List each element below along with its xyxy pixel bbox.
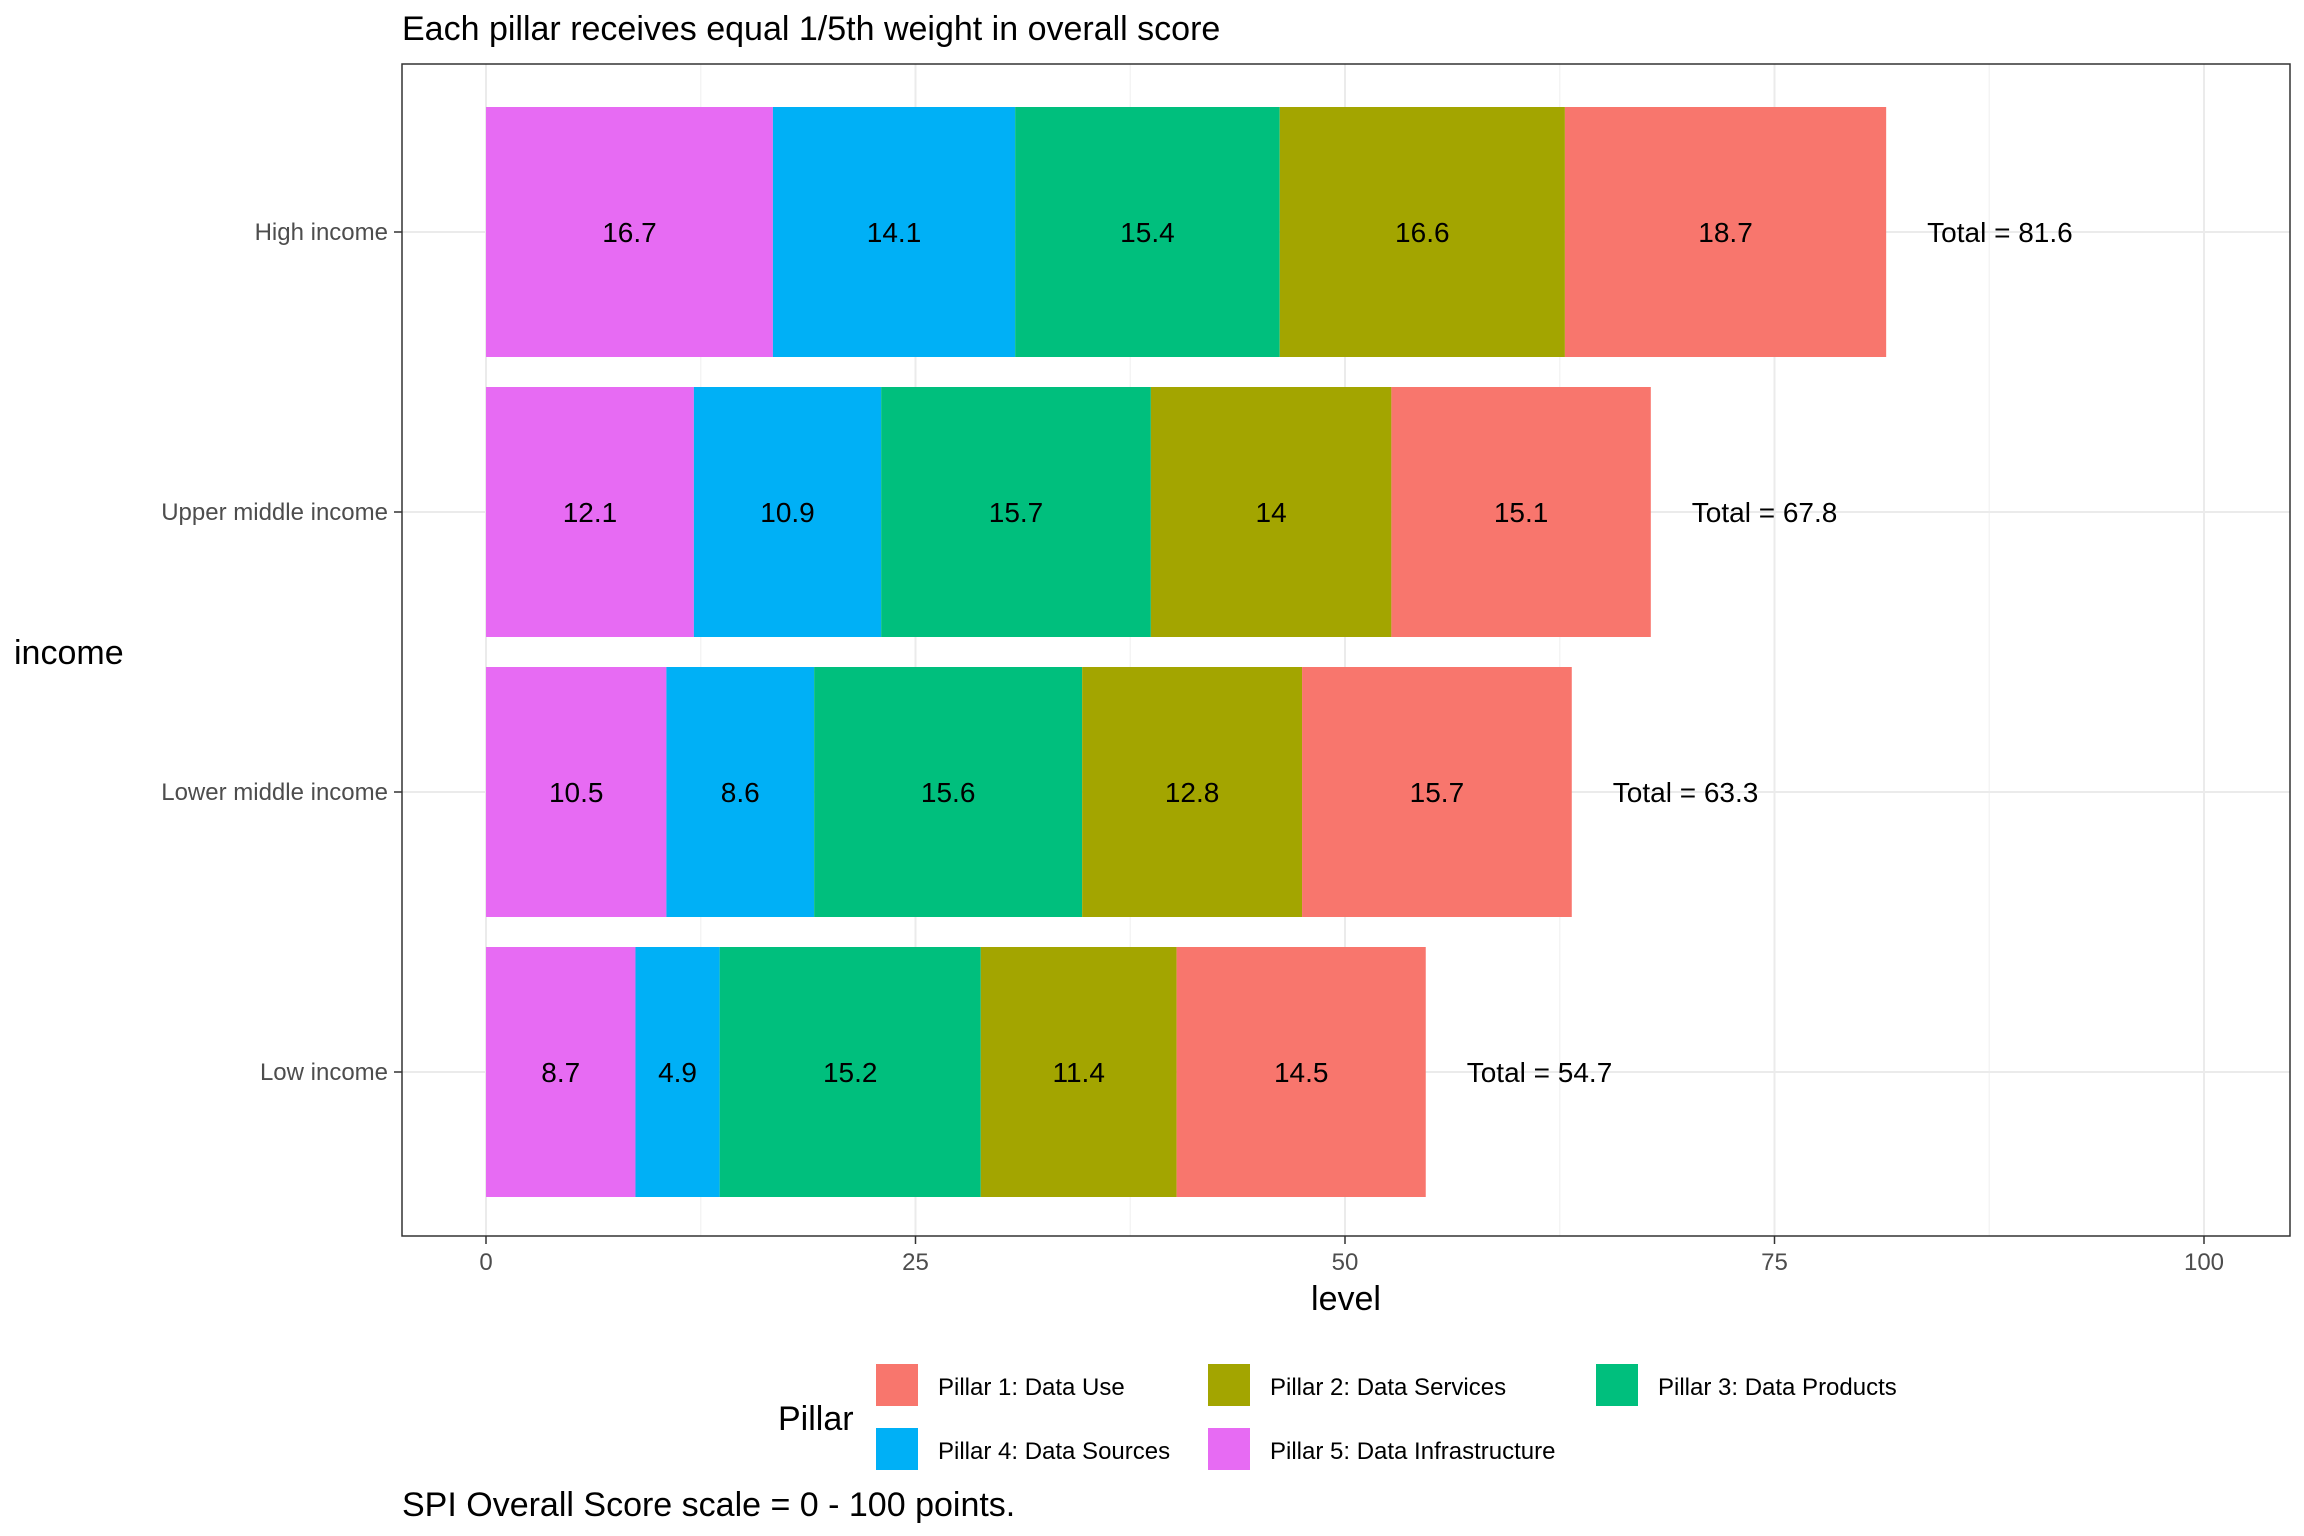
bar-high-income-pillar-2-data-services (1279, 107, 1565, 357)
bar-low-income-pillar-3-data-products (719, 947, 981, 1197)
bar-value-label: 12.1 (563, 497, 618, 528)
legend-label: Pillar 1: Data Use (938, 1374, 1125, 1401)
y-tick-label: Low income (260, 1059, 388, 1086)
bar-value-label: 16.7 (602, 217, 657, 248)
y-axis-title: income (14, 634, 124, 672)
legend-swatch-pillar-2-data-services (1208, 1364, 1250, 1406)
legend-title: Pillar (778, 1400, 854, 1438)
bar-high-income-pillar-5-data-infrastructure (486, 107, 773, 357)
legend-swatch-pillar-4-data-sources (876, 1428, 918, 1470)
bar-value-label: 15.6 (921, 777, 976, 808)
bar-value-label: 15.2 (823, 1057, 878, 1088)
total-label: Total = 67.8 (1692, 497, 1838, 528)
x-tick-label: 50 (1332, 1249, 1359, 1276)
legend-swatch-pillar-3-data-products (1596, 1364, 1638, 1406)
x-tick-label: 100 (2184, 1249, 2224, 1276)
bar-low-income-pillar-5-data-infrastructure (486, 947, 636, 1197)
y-tick-label: Lower middle income (161, 779, 388, 806)
bar-value-label: 8.6 (721, 777, 760, 808)
bar-value-label: 12.8 (1165, 777, 1220, 808)
bar-upper-middle-income-pillar-3-data-products (881, 387, 1151, 637)
bar-value-label: 15.1 (1494, 497, 1549, 528)
bar-value-label: 15.7 (989, 497, 1044, 528)
bar-value-label: 11.4 (1052, 1057, 1104, 1088)
bar-value-labels: 16.7 14.1 15.4 16.6 18.7 12.1 10.9 15.7 14 15.1 10… (541, 217, 1753, 1088)
plot-panel-border (401, 63, 2291, 1237)
x-axis: 0 25 50 75 100 (479, 1236, 2224, 1276)
y-tick-label: High income (255, 219, 388, 246)
chart-title: Each pillar receives equal 1/5th weight … (402, 10, 1220, 48)
bar-lower-middle-income-pillar-5-data-infrastructure (486, 667, 667, 917)
x-tick-label: 75 (1761, 1249, 1788, 1276)
x-tick-label: 0 (479, 1249, 492, 1276)
bar-value-label: 4.9 (658, 1057, 697, 1088)
bar-upper-middle-income-pillar-4-data-sources (693, 387, 882, 637)
bar-low-income-pillar-1-data-use (1176, 947, 1426, 1197)
bars (486, 107, 1887, 1197)
bar-value-label: 15.4 (1120, 217, 1175, 248)
legend-swatch-pillar-1-data-use (876, 1364, 918, 1406)
bar-value-label: 8.7 (541, 1057, 580, 1088)
total-labels: Total = 81.6 Total = 67.8 Total = 63.3 Tota… (1467, 217, 2073, 1088)
bar-value-label: 10.5 (549, 777, 604, 808)
bar-lower-middle-income-pillar-4-data-sources (666, 667, 815, 917)
total-label: Total = 63.3 (1613, 777, 1759, 808)
legend-label: Pillar 5: Data Infrastructure (1270, 1438, 1555, 1465)
x-tick-label: 25 (902, 1249, 929, 1276)
total-label: Total = 81.6 (1927, 217, 2073, 248)
bar-lower-middle-income-pillar-1-data-use (1302, 667, 1572, 917)
legend-label: Pillar 2: Data Services (1270, 1374, 1506, 1401)
x-axis-title: level (1311, 1280, 1381, 1318)
bar-lower-middle-income-pillar-3-data-products (814, 667, 1083, 917)
bar-value-label: 14.1 (867, 217, 922, 248)
y-tick-label: Upper middle income (161, 499, 388, 526)
bar-high-income-pillar-1-data-use (1564, 107, 1887, 357)
bar-value-label: 16.6 (1395, 217, 1450, 248)
chart-caption: SPI Overall Score scale = 0 - 100 points… (402, 1486, 1015, 1524)
bar-value-label: 14.5 (1274, 1057, 1329, 1088)
bar-high-income-pillar-4-data-sources (772, 107, 1016, 357)
bar-value-label: 14 (1256, 497, 1287, 528)
bar-upper-middle-income-pillar-2-data-services (1150, 387, 1392, 637)
bar-value-label: 15.7 (1410, 777, 1465, 808)
bar-high-income-pillar-3-data-products (1015, 107, 1280, 357)
bar-value-label: 10.9 (760, 497, 815, 528)
legend: Pillar 1: Data Use Pillar 2: Data Service… (876, 1364, 1897, 1470)
y-axis: High income Upper middle income Lower midd… (161, 219, 402, 1086)
bar-value-label: 18.7 (1698, 217, 1753, 248)
bar-low-income-pillar-4-data-sources (635, 947, 720, 1197)
total-label: Total = 54.7 (1467, 1057, 1613, 1088)
legend-label: Pillar 3: Data Products (1658, 1374, 1897, 1401)
bar-low-income-pillar-2-data-services (980, 947, 1177, 1197)
bar-lower-middle-income-pillar-2-data-services (1082, 667, 1303, 917)
bar-upper-middle-income-pillar-5-data-infrastructure (486, 387, 694, 637)
legend-label: Pillar 4: Data Sources (938, 1438, 1170, 1465)
bar-upper-middle-income-pillar-1-data-use (1391, 387, 1651, 637)
legend-swatch-pillar-5-data-infrastructure (1208, 1428, 1250, 1470)
